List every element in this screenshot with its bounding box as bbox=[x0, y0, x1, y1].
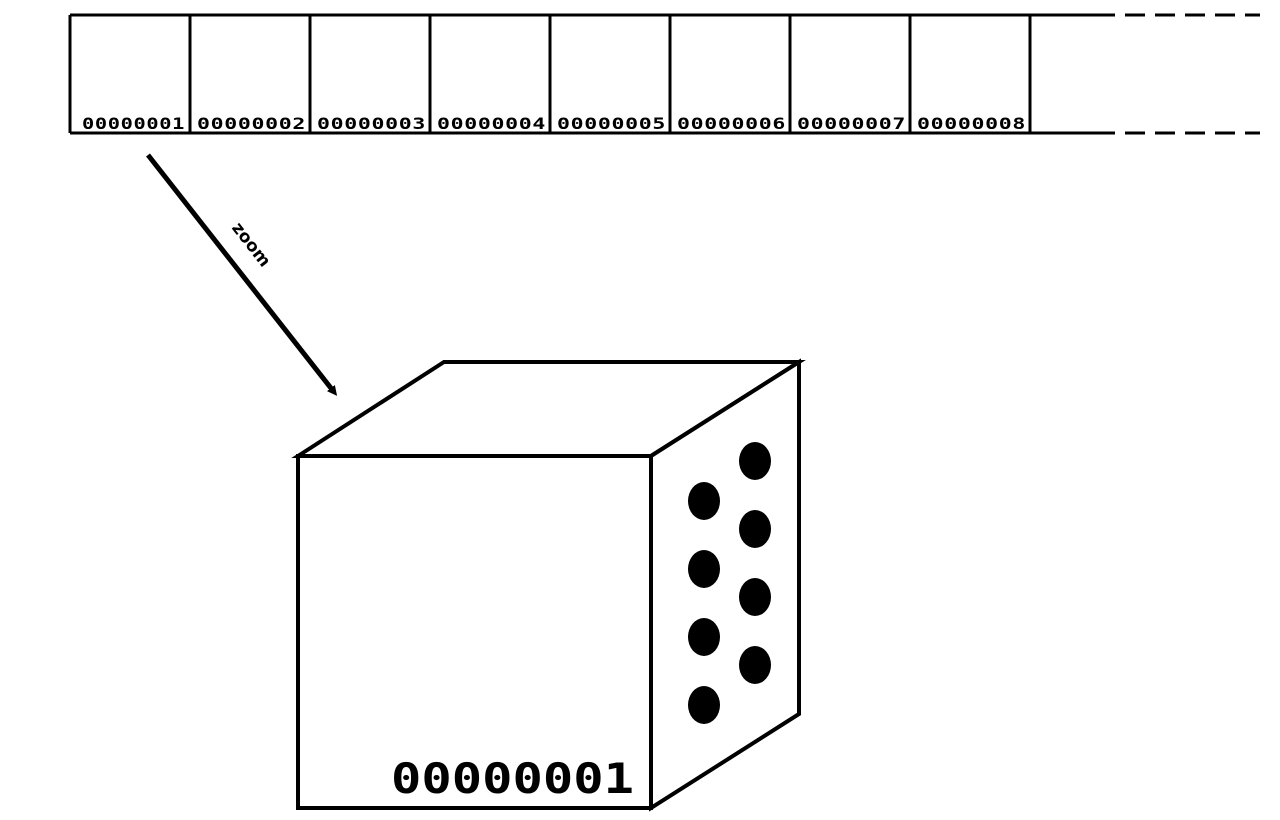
strip-cell: 00000005 bbox=[548, 15, 666, 133]
cell-label: 00000002 bbox=[197, 114, 306, 133]
strip-cell: 00000004 bbox=[428, 15, 546, 133]
memory-strip: 00000001 00000002 00000003 00000004 0000… bbox=[68, 13, 1260, 135]
pin-dot bbox=[739, 646, 771, 684]
cell-label: 00000005 bbox=[557, 114, 666, 133]
zoomed-block: 00000001 bbox=[291, 358, 806, 812]
cell-label: 00000004 bbox=[437, 114, 546, 133]
pin-dot bbox=[688, 550, 720, 588]
zoom-arrow: zoom bbox=[146, 153, 338, 396]
zoom-arrow-shaft bbox=[146, 153, 338, 396]
strip-cell: 00000001 bbox=[68, 15, 185, 133]
pin-dot bbox=[688, 482, 720, 520]
strip-cell: 00000002 bbox=[188, 15, 306, 133]
strip-cell: 00000003 bbox=[308, 15, 426, 133]
pin-dot bbox=[739, 510, 771, 548]
cell-label: 00000007 bbox=[797, 114, 906, 133]
cell-label: 00000001 bbox=[82, 114, 185, 133]
pin-dot bbox=[688, 686, 720, 724]
strip-cell: 00000006 bbox=[668, 15, 786, 133]
cell-label: 00000006 bbox=[677, 114, 786, 133]
strip-cell: 00000007 bbox=[788, 15, 906, 133]
block-front-face bbox=[296, 454, 653, 810]
block-label: 00000001 bbox=[391, 754, 634, 803]
strip-cell: 00000008 bbox=[908, 15, 1026, 133]
pin-dot bbox=[739, 578, 771, 616]
pin-dot bbox=[739, 442, 771, 480]
pin-dot bbox=[688, 618, 720, 656]
cell-label: 00000003 bbox=[317, 114, 426, 133]
cell-label: 00000008 bbox=[917, 114, 1026, 133]
pin-dots bbox=[688, 442, 771, 724]
